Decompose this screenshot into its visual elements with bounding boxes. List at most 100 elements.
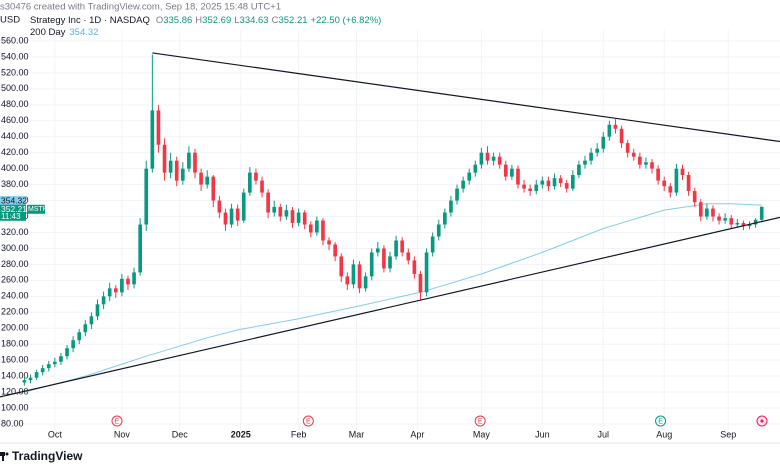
y-tick-label: 280.00: [1, 259, 29, 269]
candle-body: [28, 377, 33, 381]
candle-body: [735, 222, 740, 225]
candle-body: [662, 180, 667, 187]
candle-body: [229, 208, 234, 225]
ohlc-value: 334.63: [240, 15, 269, 26]
x-tick-label: Nov: [114, 429, 131, 439]
candle-body: [223, 212, 228, 225]
candle-body: [406, 252, 411, 261]
candle-body: [351, 264, 356, 285]
candle-body: [327, 240, 331, 245]
event-label: E: [658, 418, 663, 425]
candle-body: [473, 164, 478, 173]
x-tick-label: Oct: [48, 429, 63, 439]
alert-icon: [756, 415, 768, 427]
ohlc-letter: O: [156, 15, 163, 26]
candle-body: [449, 200, 453, 213]
candle-body: [540, 180, 545, 185]
ohlc-letter: L: [234, 15, 239, 26]
candle-body: [95, 304, 100, 317]
candle-body: [564, 183, 569, 189]
candle-body: [235, 208, 240, 221]
y-tick-label: 100.00: [1, 402, 29, 412]
candle-body: [193, 152, 197, 173]
y-tick-label: 140.00: [1, 371, 29, 381]
ohlc-value: 335.86: [163, 15, 192, 26]
x-tick-label: Feb: [291, 429, 307, 439]
candle-body: [375, 248, 380, 253]
candle-body: [22, 380, 27, 383]
candle-body: [248, 172, 252, 193]
candle-body: [65, 348, 69, 357]
candle-body: [607, 124, 612, 137]
trendline: [0, 216, 780, 398]
change: +22.50 (+6.82%): [311, 15, 382, 26]
candle-body: [497, 156, 502, 165]
credit: s30476 created with TradingView.com, Sep…: [0, 2, 281, 13]
candle-body: [241, 192, 246, 221]
candle-body: [174, 160, 179, 181]
last-price-tag: [0, 204, 26, 221]
y-tick-label: 560.00: [1, 35, 29, 45]
y-tick-label: 120.00: [1, 386, 29, 396]
candle-body: [333, 244, 337, 257]
y-tick-label: 480.00: [1, 99, 29, 109]
x-tick-label: Aug: [656, 429, 672, 439]
x-tick-label: Mar: [349, 429, 365, 439]
candle-body: [436, 224, 441, 237]
last-price-label: 352.21: [1, 204, 27, 214]
candle-body: [339, 256, 344, 277]
candle-body: [101, 296, 106, 305]
candle-body: [211, 176, 216, 201]
candle-body: [53, 361, 57, 365]
candle-body: [705, 208, 709, 217]
candle-body: [284, 210, 289, 217]
candle-body: [308, 224, 313, 233]
candle-body: [479, 152, 484, 165]
brand: TradingView: [12, 449, 83, 463]
candle-body: [424, 252, 429, 293]
y-tick-label: 80.00: [1, 418, 24, 428]
candle-body: [71, 340, 75, 349]
event-label: E: [115, 418, 120, 425]
candle-body: [321, 220, 325, 241]
candle-body: [40, 368, 45, 373]
y-tick-label: 440.00: [1, 131, 29, 141]
ma-value: 354.32: [69, 27, 98, 38]
candle-body: [510, 168, 514, 177]
candle-body: [254, 172, 258, 181]
candle-body: [589, 152, 593, 161]
ma-legend: 200 Day 354.32: [30, 27, 98, 38]
candle-body: [461, 180, 465, 189]
candle-body: [394, 240, 398, 257]
candle-body: [455, 188, 459, 201]
y-tick-label: 160.00: [1, 355, 29, 365]
candle-body: [741, 222, 746, 227]
candle-body: [113, 288, 118, 293]
y-tick-label: 180.00: [1, 339, 29, 349]
candle-body: [168, 160, 173, 173]
candle-body: [34, 372, 39, 378]
candle-body: [144, 168, 149, 225]
candle-body: [680, 168, 685, 176]
candle-body: [491, 156, 496, 161]
event-label: E: [306, 418, 311, 425]
candle-body: [382, 248, 386, 269]
candle-body: [205, 176, 210, 185]
y-tick-label: 420.00: [1, 147, 29, 157]
y-tick-label: 300.00: [1, 243, 29, 253]
candle-body: [302, 212, 307, 225]
candle-body: [558, 178, 563, 184]
candle-body: [150, 110, 155, 169]
symbol: Strategy Inc · 1D · NASDAQ: [30, 15, 150, 26]
y-tick-label: 540.00: [1, 51, 29, 61]
candle-body: [83, 324, 88, 333]
candle-body: [747, 224, 752, 227]
candle-body: [552, 178, 557, 187]
x-tick-label: Jul: [598, 429, 610, 439]
y-tick-label: 260.00: [1, 275, 29, 285]
candle-body: [180, 168, 185, 181]
y-tick-label: 200.00: [1, 323, 29, 333]
candle-body: [296, 212, 301, 223]
